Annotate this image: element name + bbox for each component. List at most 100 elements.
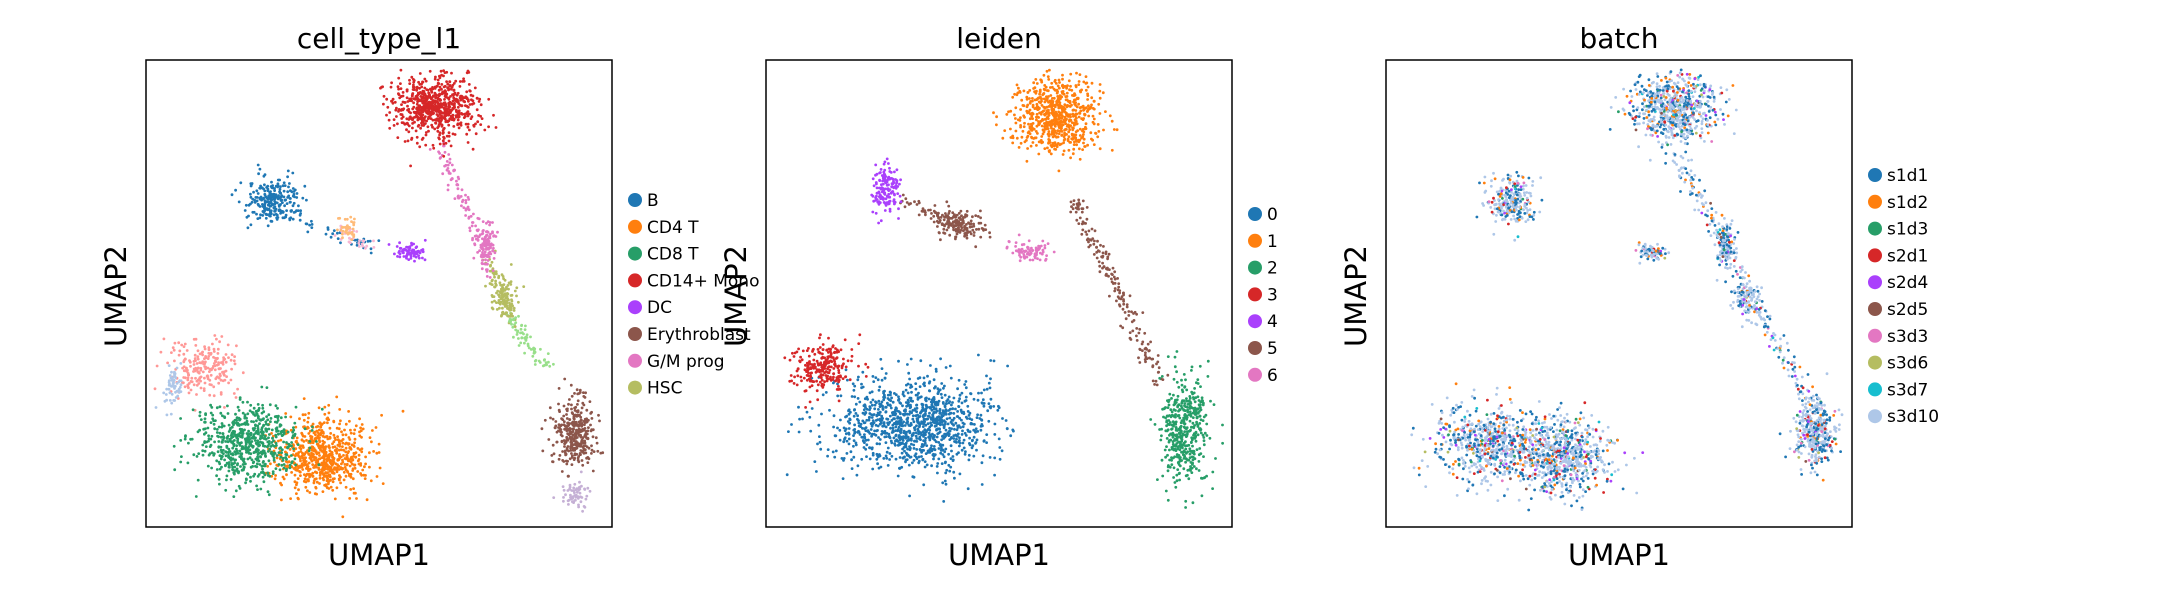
scatter-point [1017,233,1021,237]
scatter-point [304,480,308,484]
scatter-point [881,404,884,408]
scatter-point [207,439,210,443]
scatter-point [456,118,460,122]
scatter-point [297,488,300,492]
scatter-point [355,497,358,500]
scatter-point [435,85,438,88]
scatter-point [933,386,936,390]
scatter-point [250,182,254,185]
scatter-point [886,403,890,407]
scatter-point [277,451,281,454]
scatter-point [341,467,344,471]
scatter-point [356,459,360,463]
scatter-point [472,102,476,105]
scatter-point [255,447,259,451]
scatter-point [564,493,567,497]
scatter-point [1075,218,1079,222]
scatter-point [980,461,984,465]
scatter-point [282,431,286,434]
scatter-point [312,481,316,485]
scatter-point [526,342,530,346]
scatter-point [227,381,231,385]
scatter-point [968,443,972,447]
scatter-point [234,451,238,455]
scatter-point [1092,242,1096,246]
scatter-point [964,380,968,383]
scatter-point [327,403,331,407]
scatter-point [899,416,902,420]
scatter-point [315,480,319,484]
scatter-point [277,414,280,418]
scatter-point [352,445,356,448]
scatter-point [898,422,901,426]
scatter-point [348,497,352,500]
scatter-point [356,470,360,473]
scatter-point [838,428,842,432]
scatter-point [918,448,922,451]
scatter-point [975,416,979,419]
scatter-point [276,406,279,410]
scatter-point [961,421,965,425]
scatter-point [568,483,572,487]
scatter-point [960,410,963,413]
scatter-point [307,432,311,435]
scatter-point [1138,361,1142,364]
scatter-point [854,412,858,415]
scatter-point [884,410,888,414]
scatter-point [997,437,1001,441]
scatter-point [164,393,168,396]
scatter-point [958,436,961,440]
scatter-point [570,407,573,411]
scatter-point [904,388,908,392]
scatter-point [265,386,269,389]
scatter-point [421,120,425,124]
scatter-point [466,195,470,199]
scatter-point [239,181,243,185]
scatter-point [452,89,456,92]
scatter-point [1113,277,1117,281]
scatter-point [277,195,280,199]
scatter-point [351,467,355,471]
scatter-point [519,331,522,335]
scatter-point [945,417,949,421]
scatter-point [908,429,911,433]
scatter-point [301,413,305,417]
scatter-point [303,184,307,188]
scatter-point [944,471,948,475]
scatter-point [406,108,409,112]
scatter-point [353,441,356,445]
scatter-point [154,406,158,409]
scatter-point [818,435,821,438]
scatter-point [574,405,578,409]
scatter-point [571,500,574,504]
scatter-point [162,337,166,341]
scatter-point [332,440,336,444]
scatter-point [177,341,181,345]
scatter-point [235,344,238,348]
scatter-point [224,440,228,443]
scatter-point [487,97,491,101]
scatter-point [353,463,356,467]
scatter-point [306,489,309,493]
scatter-point [421,113,425,117]
scatter-point [961,429,964,433]
scatter-point [963,452,967,456]
scatter-point [291,217,295,221]
scatter-point [943,404,947,408]
scatter-point [586,436,590,440]
scatter-point [412,78,415,81]
scatter-point [575,436,579,439]
scatter-point [852,439,856,442]
scatter-point [472,212,475,216]
scatter-point [571,430,575,433]
scatter-point [329,432,333,435]
scatter-point [257,451,261,455]
scatter-point [176,397,180,400]
scatter-point [487,252,491,256]
scatter-point [215,431,219,434]
scatter-point [333,436,337,440]
scatter-point [928,389,932,393]
scatter-point [279,191,283,195]
scatter-point [226,412,230,415]
